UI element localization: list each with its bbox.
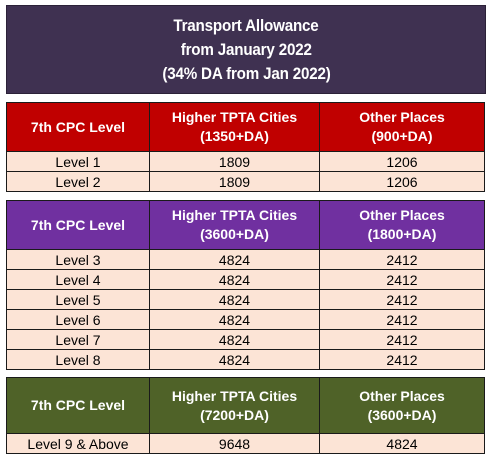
table-row: Level 6 4824 2412 [6, 309, 485, 330]
header-higher-tpta-label: Higher TPTA Cities [171, 207, 298, 223]
cell-higher: 4824 [149, 329, 320, 350]
header-higher-tpta: Higher TPTA Cities (7200+DA) [149, 377, 320, 434]
header-other-places: Other Places (1800+DA) [319, 200, 485, 250]
title-banner: Transport Allowance from January 2022 (3… [6, 5, 486, 94]
cell-level: Level 1 [6, 151, 150, 172]
table-row: Level 9 & Above 9648 4824 [6, 433, 485, 454]
header-other-places: Other Places (900+DA) [319, 102, 485, 152]
title-line-2: from January 2022 [180, 40, 312, 59]
header-other-places-rate: (1800+DA) [367, 226, 437, 242]
header-cpc-level: 7th CPC Level [6, 377, 150, 434]
cell-other: 2412 [319, 329, 485, 350]
cell-level: Level 6 [6, 309, 150, 330]
cell-other: 1206 [319, 171, 485, 192]
cell-level: Level 7 [6, 329, 150, 350]
cell-other: 4824 [319, 433, 485, 454]
title-line-3: (34% DA from Jan 2022) [161, 64, 331, 83]
header-higher-tpta-rate: (7200+DA) [200, 406, 269, 423]
header-other-places-label: Other Places [359, 109, 445, 125]
cell-higher: 4824 [149, 309, 320, 330]
cell-other: 2412 [319, 289, 485, 310]
header-other-places: Other Places (3600+DA) [319, 377, 485, 434]
title-line-1: Transport Allowance [173, 16, 319, 35]
table-header-row: 7th CPC Level Higher TPTA Cities (1350+D… [6, 102, 485, 152]
cell-higher: 4824 [149, 289, 320, 310]
cell-other: 1206 [319, 151, 485, 172]
table-row: Level 3 4824 2412 [6, 249, 485, 270]
header-higher-tpta-label: Higher TPTA Cities [171, 387, 298, 404]
table-row: Level 1 1809 1206 [6, 151, 485, 172]
allowance-table-levels-1-2: 7th CPC Level Higher TPTA Cities (1350+D… [6, 102, 485, 192]
header-higher-tpta: Higher TPTA Cities (1350+DA) [149, 102, 320, 152]
header-higher-tpta: Higher TPTA Cities (3600+DA) [149, 200, 320, 250]
table-row: Level 4 4824 2412 [6, 269, 485, 290]
header-other-places-label: Other Places [359, 387, 445, 404]
cell-level: Level 2 [6, 171, 150, 192]
cell-other: 2412 [319, 309, 485, 330]
header-higher-tpta-label: Higher TPTA Cities [171, 109, 298, 125]
cell-level: Level 9 & Above [6, 433, 150, 454]
cell-level: Level 3 [6, 249, 150, 270]
header-other-places-label: Other Places [359, 207, 445, 223]
cell-other: 2412 [319, 269, 485, 290]
header-cpc-level: 7th CPC Level [6, 200, 150, 250]
cell-higher: 4824 [149, 249, 320, 270]
table-header-row: 7th CPC Level Higher TPTA Cities (3600+D… [6, 200, 485, 250]
cell-higher: 1809 [149, 171, 320, 192]
header-higher-tpta-rate: (3600+DA) [200, 226, 269, 242]
cell-level: Level 8 [6, 349, 150, 370]
table-header-row: 7th CPC Level Higher TPTA Cities (7200+D… [6, 377, 485, 434]
allowance-table-levels-3-8: 7th CPC Level Higher TPTA Cities (3600+D… [6, 200, 485, 370]
table-row: Level 8 4824 2412 [6, 349, 485, 370]
cell-higher: 4824 [149, 269, 320, 290]
cell-other: 2412 [319, 249, 485, 270]
header-higher-tpta-rate: (1350+DA) [200, 128, 269, 144]
cell-higher: 1809 [149, 151, 320, 172]
header-cpc-level: 7th CPC Level [6, 102, 150, 152]
table-row: Level 2 1809 1206 [6, 171, 485, 192]
allowance-table-levels-9-above: 7th CPC Level Higher TPTA Cities (7200+D… [6, 377, 485, 454]
cell-other: 2412 [319, 349, 485, 370]
table-row: Level 5 4824 2412 [6, 289, 485, 310]
cell-level: Level 5 [6, 289, 150, 310]
cell-higher: 9648 [149, 433, 320, 454]
table-row: Level 7 4824 2412 [6, 329, 485, 350]
cell-level: Level 4 [6, 269, 150, 290]
header-other-places-rate: (900+DA) [371, 128, 433, 144]
header-other-places-rate: (3600+DA) [367, 406, 437, 423]
cell-higher: 4824 [149, 349, 320, 370]
